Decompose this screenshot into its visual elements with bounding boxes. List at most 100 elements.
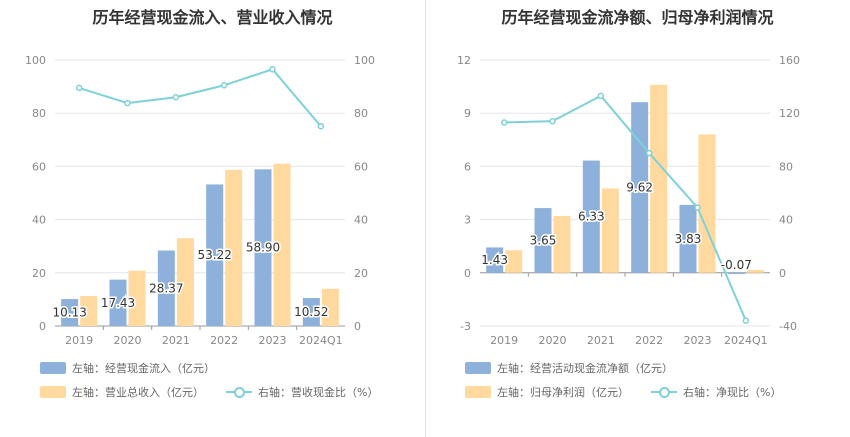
bar-data-label: 17.43	[101, 296, 135, 310]
bar-series1	[582, 160, 600, 273]
x-tick-label: 2024Q1	[724, 334, 768, 347]
line-point	[549, 117, 556, 125]
legend-item-net-cash-ratio[interactable]: 右轴：净现比（%）	[651, 384, 781, 400]
y-left-tick-label: 9	[464, 107, 471, 120]
legend-swatch	[465, 386, 491, 398]
y-right-tick-label: 40	[354, 214, 368, 227]
y-right-tick-label: 40	[779, 214, 793, 227]
y-left-tick-label: 12	[457, 54, 471, 67]
legend-line-swatch	[651, 386, 677, 398]
x-tick-label: 2023	[259, 334, 287, 347]
bar-series2	[321, 288, 339, 326]
bar-series1	[157, 250, 175, 326]
x-tick-label: 2019	[490, 334, 518, 347]
y-left-tick-label: 80	[32, 107, 46, 120]
bar-series1	[61, 299, 79, 326]
bar-series1	[206, 184, 224, 326]
x-tick-label: 2023	[684, 334, 712, 347]
legend-item-cash-revenue-ratio[interactable]: 右轴：营收现金比（%）	[226, 384, 378, 400]
y-right-tick-label: 0	[354, 320, 361, 333]
bar-data-label: 3.65	[530, 233, 557, 247]
bar-data-label: -0.07	[721, 258, 752, 272]
bar-series2	[225, 169, 243, 326]
bar-series2	[553, 216, 571, 273]
y-left-tick-label: 100	[25, 54, 46, 67]
y-right-tick-label: 20	[354, 267, 368, 280]
bar-series2	[80, 295, 98, 326]
x-tick-label: 2019	[65, 334, 93, 347]
y-left-tick-label: 40	[32, 214, 46, 227]
bar-series1	[727, 272, 745, 275]
x-tick-label: 2022	[210, 334, 238, 347]
x-tick-label: 2020	[114, 334, 142, 347]
bar-series1	[534, 208, 552, 273]
chart-plot-area: 0 20 40 60 80 100 0 20 40 60 80 100 2019 2020 2021 2022…	[25, 54, 375, 347]
bar-series1	[486, 247, 504, 273]
legend-swatch	[40, 386, 66, 398]
bar-series1	[679, 204, 697, 273]
bar-series2	[698, 134, 716, 273]
y-right-tick-label: 60	[354, 160, 368, 173]
chart-plot-area: -3 0 3 6 9 12 -40 0 40 80 120 160 2019 2020 2021 2022 20…	[457, 54, 800, 347]
y-left-tick-label: 0	[464, 267, 471, 280]
bar-data-label: 28.37	[149, 281, 183, 295]
y-left-tick-label: 6	[464, 160, 471, 173]
line-series	[78, 68, 322, 127]
legend-label: 左轴：经营活动现金流净额（亿元）	[497, 362, 673, 375]
line-point	[742, 317, 750, 324]
legend-line-swatch	[226, 386, 252, 398]
legend: 左轴：经营现金流入（亿元）	[40, 360, 215, 376]
chart-panel-net-cash-profit: 历年经营现金流净额、归母净利润情况 -3 0 3 6 9 12 -40 0 40 80 120 160…	[425, 0, 850, 437]
bar-series1	[631, 102, 649, 273]
y-right-tick-label: 100	[354, 54, 375, 67]
y-right-tick-label: 160	[779, 54, 800, 67]
y-right-tick-label: 120	[779, 107, 800, 120]
line-point	[645, 149, 653, 157]
x-tick-label: 2022	[635, 334, 663, 347]
line-point	[124, 99, 131, 107]
bar-series2	[746, 269, 764, 273]
bar-data-label: 1.43	[481, 253, 508, 267]
line-point	[269, 66, 276, 73]
bar-series1	[254, 169, 272, 326]
bar-data-label: 10.52	[294, 305, 328, 319]
y-left-tick-label: 60	[32, 160, 46, 173]
bar-data-label: 53.22	[197, 248, 231, 262]
x-tick-label: 2024Q1	[299, 334, 343, 347]
legend: 左轴：经营活动现金流净额（亿元）	[465, 360, 673, 376]
legend-label: 左轴：归母净利润（亿元）	[497, 386, 629, 399]
bar-series2	[176, 238, 194, 326]
legend-label: 右轴：净现比（%）	[683, 386, 782, 399]
panel-divider	[425, 0, 426, 437]
legend-label: 左轴：经营现金流入（亿元）	[72, 362, 215, 375]
bar-series2	[650, 84, 668, 273]
legend-label: 左轴：营业总收入（亿元）	[72, 386, 204, 399]
chart-panel-cash-inflow-revenue: 历年经营现金流入、营业收入情况 0 20 40 60 80 100 0 20 40 60 80 100…	[25, 8, 378, 400]
legend-item-net-cash-flow[interactable]: 左轴：经营活动现金流净额（亿元）	[465, 360, 673, 376]
y-left-tick-label: -3	[460, 320, 471, 333]
x-tick-label: 2021	[162, 334, 190, 347]
legend-row: 左轴：归母净利润（亿元） 右轴：净现比（%）	[465, 384, 781, 400]
x-tick-label: 2020	[539, 334, 567, 347]
legend-swatch	[40, 362, 66, 374]
bar-series1	[109, 279, 127, 326]
line-point	[172, 93, 180, 101]
line-point	[597, 92, 605, 100]
bar-series2	[128, 270, 146, 326]
line-point	[500, 119, 508, 126]
legend-swatch	[465, 362, 491, 374]
bar-data-label: 3.83	[675, 232, 702, 246]
chart-title: 历年经营现金流净额、归母净利润情况	[501, 8, 774, 27]
bar-series2	[505, 250, 523, 273]
legend-item-revenue[interactable]: 左轴：营业总收入（亿元）	[40, 384, 204, 400]
legend-item-net-profit[interactable]: 左轴：归母净利润（亿元）	[465, 384, 629, 400]
bar-series2	[273, 163, 291, 326]
legend-item-cash-inflow[interactable]: 左轴：经营现金流入（亿元）	[40, 360, 215, 376]
bar-data-label: 6.33	[578, 210, 605, 224]
bar-data-label: 9.62	[626, 181, 653, 195]
y-right-tick-label: 0	[779, 267, 786, 280]
bar-series1	[302, 298, 320, 326]
y-left-tick-label: 3	[464, 214, 471, 227]
line-point	[220, 82, 228, 89]
chart-title: 历年经营现金流入、营业收入情况	[92, 8, 333, 27]
